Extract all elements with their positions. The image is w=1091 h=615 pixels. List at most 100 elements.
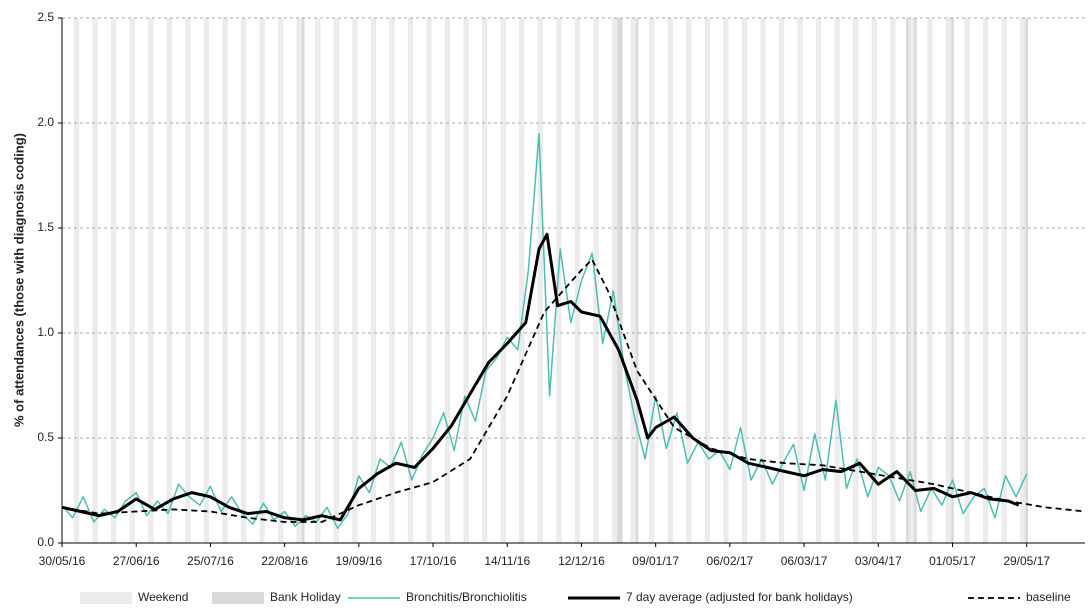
weekend-band [240,18,244,543]
weekend-band [73,18,77,543]
x-tick-label: 22/08/16 [261,554,308,568]
y-tick-label: 0.5 [37,430,54,444]
weekend-band [985,18,989,543]
weekend-band [1001,18,1005,543]
weekend-band [317,18,321,543]
bank-holiday-band [906,18,909,543]
weekend-band [203,18,207,543]
weekend-band [853,18,856,543]
y-tick-label: 2.0 [37,115,54,129]
weekend-band [315,18,318,543]
weekend-band [262,18,265,543]
weekend-band [352,18,355,543]
weekend-band [762,18,766,543]
weekend-band [519,18,522,543]
legend-label: baseline [1026,590,1071,604]
weekend-band [280,18,284,543]
weekend-band [818,18,822,543]
y-tick-label: 2.5 [37,10,54,24]
weekend-band [760,18,763,543]
legend-label: Weekend [138,590,188,604]
x-tick-label: 27/06/16 [113,554,160,568]
weekend-band [111,18,114,543]
weekend-band [521,18,525,543]
weekend-band [185,18,188,543]
bank-holiday-band [951,18,954,543]
weekend-band [855,18,859,543]
bank-holiday-band [619,18,623,543]
x-tick-label: 19/09/16 [335,554,382,568]
weekend-band [129,18,133,543]
weekend-band [243,18,247,543]
x-tick-label: 17/10/16 [410,554,457,568]
weekend-band [540,18,544,543]
weekend-band [466,18,469,543]
legend-swatch [80,592,132,604]
weekend-band [354,18,358,543]
weekend-band [1020,18,1023,543]
x-tick-label: 01/05/17 [929,554,976,568]
bank-holiday-band [617,18,620,543]
weekend-band [76,18,80,543]
legend-label: 7 day average (adjusted for bank holiday… [626,590,853,604]
x-tick-label: 30/05/16 [39,554,86,568]
weekend-band [704,18,708,543]
weekend-band [778,18,782,543]
weekend-band [633,18,636,543]
weekend-band [630,18,634,543]
x-tick-label: 06/02/17 [707,554,754,568]
weekend-band [651,18,655,543]
bank-holiday-band [635,18,639,543]
weekend-band [482,18,485,543]
weekend-band [744,18,748,543]
weekend-band [299,18,302,543]
weekend-band [723,18,726,543]
weekend-band [596,18,599,543]
weekend-band [929,18,933,543]
weekend-band [224,18,228,543]
y-axis-label: % of attendances (those with diagnosis c… [11,133,26,427]
legend-label: Bank Holiday [270,590,341,604]
weekend-band [370,18,374,543]
weekend-band [945,18,949,543]
weekend-band [611,18,615,543]
bank-holiday-band [914,18,917,543]
weekend-band [558,18,562,543]
legend-swatch [212,592,264,604]
weekend-band [95,18,98,543]
weekend-band [148,18,151,543]
weekend-band [649,18,652,543]
weekend-band [389,18,392,543]
weekend-band [967,18,970,543]
weekend-band [484,18,488,543]
y-tick-label: 0.0 [37,535,54,549]
weekend-band [222,18,225,543]
weekend-band [259,18,263,543]
weekend-band [503,18,506,543]
weekend-band [797,18,801,543]
weekend-band [837,18,840,543]
series-line [61,232,1020,522]
weekend-band [892,18,896,543]
weekend-band [92,18,96,543]
x-tick-label: 06/03/17 [781,554,828,568]
weekend-band [614,18,618,543]
weekend-band [890,18,893,543]
weekend-band [426,18,430,543]
weekend-band [1004,18,1007,543]
weekend-band [296,18,300,543]
weekend-band [537,18,541,543]
weekend-band [874,18,877,543]
x-tick-label: 29/05/17 [1003,554,1050,568]
series-line [61,132,1028,530]
weekend-band [670,18,673,543]
weekend-band [834,18,838,543]
y-tick-label: 1.0 [37,325,54,339]
weekend-band [150,18,154,543]
weekend-band [336,18,339,543]
weekend-band [206,18,210,543]
weekend-band [577,18,581,543]
weekend-band [908,18,912,543]
weekend-band [1022,18,1026,543]
